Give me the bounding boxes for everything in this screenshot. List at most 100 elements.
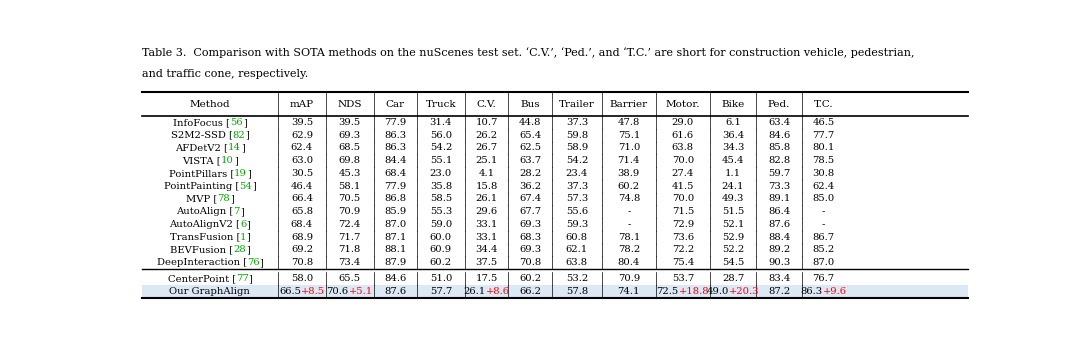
Text: 57.3: 57.3 xyxy=(566,195,589,203)
Text: 33.1: 33.1 xyxy=(475,233,498,242)
Text: 62.4: 62.4 xyxy=(812,182,835,191)
Text: 53.7: 53.7 xyxy=(672,274,694,283)
Text: 72.5: 72.5 xyxy=(657,287,678,296)
Text: ]: ] xyxy=(248,274,253,283)
Text: 78.1: 78.1 xyxy=(618,233,640,242)
Text: AutoAlignV2 [: AutoAlignV2 [ xyxy=(170,220,240,229)
Text: 45.4: 45.4 xyxy=(721,156,744,165)
Text: 37.5: 37.5 xyxy=(475,258,498,267)
Text: NDS: NDS xyxy=(337,100,362,109)
Text: 78.5: 78.5 xyxy=(812,156,835,165)
Text: 87.0: 87.0 xyxy=(812,258,835,267)
Text: 80.4: 80.4 xyxy=(618,258,640,267)
Text: 70.9: 70.9 xyxy=(618,274,640,283)
Text: ]: ] xyxy=(259,258,264,267)
Text: 84.4: 84.4 xyxy=(384,156,406,165)
Text: and traffic cone, respectively.: and traffic cone, respectively. xyxy=(141,69,308,79)
Text: C.V.: C.V. xyxy=(476,100,497,109)
Text: 68.4: 68.4 xyxy=(384,169,406,178)
Text: 68.5: 68.5 xyxy=(339,143,361,153)
Text: 60.2: 60.2 xyxy=(430,258,453,267)
Text: 14: 14 xyxy=(228,143,241,153)
Text: 58.0: 58.0 xyxy=(291,274,313,283)
Text: Our GraphAlign: Our GraphAlign xyxy=(170,287,251,296)
Text: 78.2: 78.2 xyxy=(618,246,640,254)
Text: 23.0: 23.0 xyxy=(430,169,453,178)
Text: 25.1: 25.1 xyxy=(475,156,498,165)
Text: DeepInteraction [: DeepInteraction [ xyxy=(157,258,246,267)
Text: 85.0: 85.0 xyxy=(812,195,835,203)
Text: 6.1: 6.1 xyxy=(725,118,741,127)
Text: 33.1: 33.1 xyxy=(475,220,498,229)
Text: ]: ] xyxy=(247,169,251,178)
Text: 63.4: 63.4 xyxy=(768,118,791,127)
Text: -: - xyxy=(822,207,825,216)
Text: 89.1: 89.1 xyxy=(768,195,791,203)
Text: Table 3.  Comparison with SOTA methods on the nuScenes test set. ‘C.V.’, ‘Ped.’,: Table 3. Comparison with SOTA methods on… xyxy=(141,48,914,58)
Text: ]: ] xyxy=(252,182,256,191)
Text: 17.5: 17.5 xyxy=(475,274,498,283)
Text: 37.3: 37.3 xyxy=(566,182,589,191)
Bar xyxy=(141,285,968,298)
Text: 62.5: 62.5 xyxy=(519,143,541,153)
Text: ]: ] xyxy=(243,118,246,127)
Text: 88.4: 88.4 xyxy=(768,233,791,242)
Text: 28.7: 28.7 xyxy=(721,274,744,283)
Text: 59.0: 59.0 xyxy=(430,220,453,229)
Text: 77: 77 xyxy=(235,274,248,283)
Text: 66.4: 66.4 xyxy=(291,195,313,203)
Text: 15.8: 15.8 xyxy=(475,182,498,191)
Text: mAP: mAP xyxy=(289,100,314,109)
Text: 83.4: 83.4 xyxy=(768,274,791,283)
Text: 45.3: 45.3 xyxy=(338,169,361,178)
Text: Truck: Truck xyxy=(426,100,456,109)
Text: 10.7: 10.7 xyxy=(475,118,498,127)
Text: 73.3: 73.3 xyxy=(768,182,791,191)
Text: Bike: Bike xyxy=(721,100,745,109)
Text: 29.6: 29.6 xyxy=(475,207,498,216)
Text: 86.8: 86.8 xyxy=(384,195,406,203)
Text: 86.3: 86.3 xyxy=(384,131,406,140)
Text: 67.4: 67.4 xyxy=(518,195,541,203)
Text: 90.3: 90.3 xyxy=(768,258,791,267)
Text: 71.5: 71.5 xyxy=(672,207,694,216)
Text: 54: 54 xyxy=(239,182,252,191)
Text: 68.9: 68.9 xyxy=(291,233,313,242)
Text: 89.2: 89.2 xyxy=(768,246,791,254)
Text: 68.4: 68.4 xyxy=(291,220,313,229)
Text: 65.4: 65.4 xyxy=(518,131,541,140)
Text: T.C.: T.C. xyxy=(813,100,834,109)
Text: 87.0: 87.0 xyxy=(384,220,406,229)
Text: 59.8: 59.8 xyxy=(566,131,589,140)
Text: +9.6: +9.6 xyxy=(823,287,847,296)
Text: 49.3: 49.3 xyxy=(721,195,744,203)
Text: 88.1: 88.1 xyxy=(384,246,406,254)
Text: 84.6: 84.6 xyxy=(384,274,406,283)
Text: 72.2: 72.2 xyxy=(672,246,694,254)
Text: +20.3: +20.3 xyxy=(729,287,759,296)
Text: 61.6: 61.6 xyxy=(672,131,693,140)
Text: 26.2: 26.2 xyxy=(475,131,498,140)
Text: 76: 76 xyxy=(246,258,259,267)
Text: 6: 6 xyxy=(240,220,246,229)
Text: 70.0: 70.0 xyxy=(672,156,694,165)
Text: 87.1: 87.1 xyxy=(384,233,406,242)
Text: 24.1: 24.1 xyxy=(721,182,744,191)
Text: 52.9: 52.9 xyxy=(721,233,744,242)
Text: 76.7: 76.7 xyxy=(812,274,835,283)
Text: 71.0: 71.0 xyxy=(618,143,640,153)
Text: 54.2: 54.2 xyxy=(430,143,453,153)
Text: 55.3: 55.3 xyxy=(430,207,453,216)
Text: 73.6: 73.6 xyxy=(672,233,693,242)
Text: 57.7: 57.7 xyxy=(430,287,453,296)
Text: 41.5: 41.5 xyxy=(672,182,694,191)
Text: 65.5: 65.5 xyxy=(339,274,361,283)
Text: 70.9: 70.9 xyxy=(338,207,361,216)
Text: 75.4: 75.4 xyxy=(672,258,694,267)
Text: 77.9: 77.9 xyxy=(384,182,406,191)
Text: 28.2: 28.2 xyxy=(518,169,541,178)
Text: 85.8: 85.8 xyxy=(768,143,791,153)
Text: 87.6: 87.6 xyxy=(384,287,406,296)
Text: ]: ] xyxy=(230,195,234,203)
Text: 87.2: 87.2 xyxy=(768,287,791,296)
